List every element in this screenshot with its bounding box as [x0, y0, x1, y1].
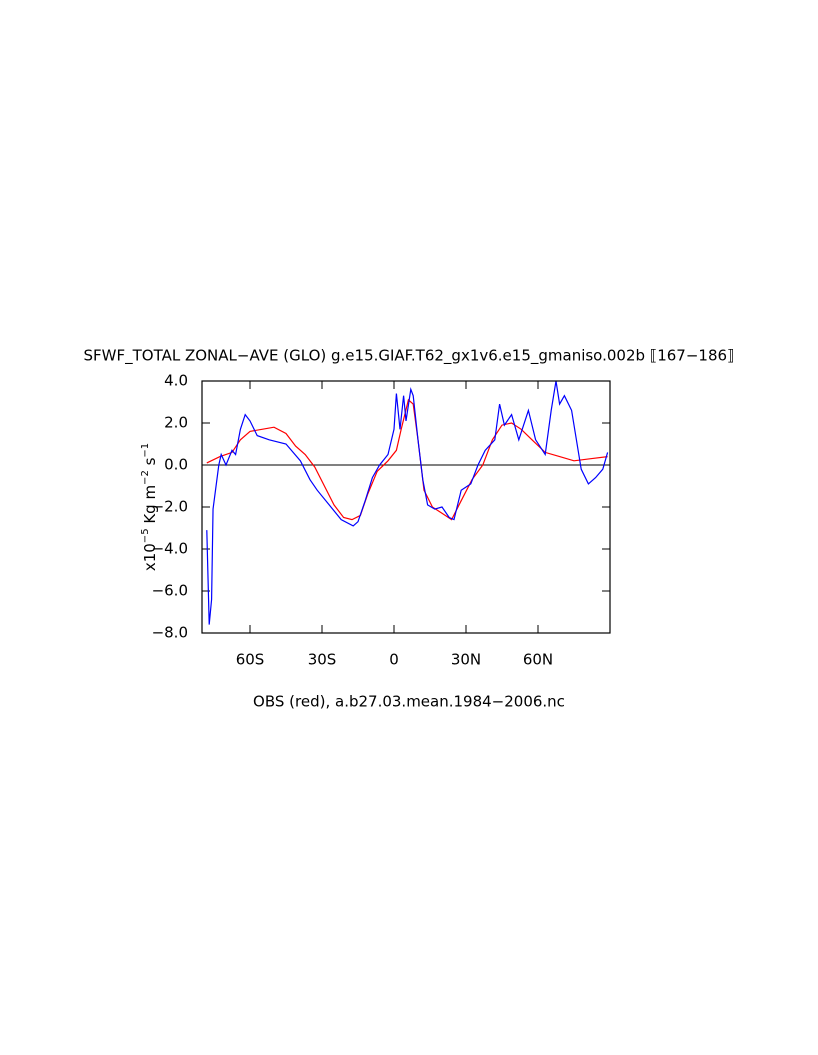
y-tick-label: −2.0: [152, 498, 188, 516]
y-axis-label-part: x10: [141, 543, 159, 571]
x-tick-label: 60S: [236, 651, 265, 669]
y-axis-label-superscript: −1: [140, 443, 151, 458]
y-tick-label: −8.0: [152, 624, 188, 642]
line-series: [206, 398, 608, 521]
x-tick-label: 30N: [451, 651, 481, 669]
y-tick-label: 0.0: [164, 456, 188, 474]
y-tick-label: −4.0: [152, 540, 188, 558]
line-series: [206, 380, 609, 625]
chart-title: SFWF_TOTAL ZONAL−AVE (GLO) g.e15.GIAF.T6…: [84, 347, 735, 366]
y-axis-label-superscript: −2: [140, 470, 151, 485]
y-axis-label-superscript: −5: [140, 528, 151, 543]
x-tick-label: 60N: [523, 651, 553, 669]
y-axis-label: x10−5 Kg m−2 s−1: [140, 443, 159, 571]
x-tick-label: 0: [389, 651, 399, 669]
y-tick-label: −6.0: [152, 582, 188, 600]
y-tick-label: 4.0: [164, 372, 188, 390]
y-axis-label-part: s: [141, 457, 159, 470]
y-tick-label: 2.0: [164, 414, 188, 432]
x-tick-label: 30S: [308, 651, 337, 669]
y-axis-label-part: Kg m: [141, 485, 159, 529]
plot-frame: [201, 380, 611, 634]
x-axis-label: OBS (red), a.b27.03.mean.1984−2006.nc: [253, 693, 565, 711]
